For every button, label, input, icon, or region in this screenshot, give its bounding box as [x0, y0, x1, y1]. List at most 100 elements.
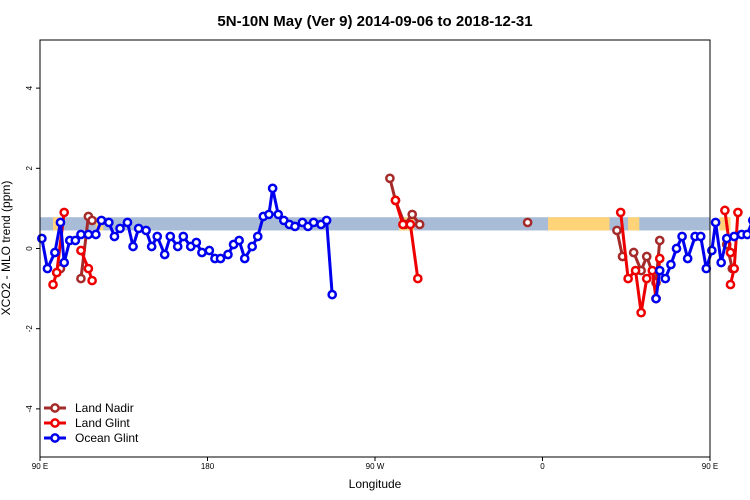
data-point	[239, 253, 250, 264]
data-point	[407, 209, 418, 220]
data-point	[59, 207, 70, 218]
data-point	[55, 217, 66, 228]
data-point	[710, 217, 721, 228]
data-point	[104, 217, 114, 228]
legend-item: Land Nadir	[44, 401, 134, 415]
data-point	[87, 215, 97, 226]
legend-label: Land Glint	[75, 416, 130, 430]
data-point	[720, 205, 730, 216]
x-tick-label: 90 E	[702, 462, 718, 471]
data-point	[729, 231, 740, 242]
data-point	[628, 247, 639, 258]
data-point	[290, 221, 300, 232]
data-point	[37, 233, 47, 244]
data-point	[178, 231, 189, 242]
y-tick-label: -2	[25, 325, 34, 333]
data-point	[76, 229, 86, 240]
data-point	[42, 263, 53, 274]
data-point	[141, 225, 151, 236]
legend-item: Land Glint	[44, 416, 130, 430]
series-layer	[37, 173, 750, 318]
data-point	[414, 219, 425, 230]
data-point	[83, 263, 94, 274]
data-point	[654, 235, 665, 246]
data-point	[87, 275, 97, 286]
reference-band	[40, 217, 731, 231]
data-point	[641, 273, 652, 284]
data-point	[96, 215, 107, 226]
data-point	[115, 223, 125, 234]
legend-item: Ocean Glint	[44, 431, 139, 445]
series-land-glint	[48, 195, 743, 318]
data-point	[721, 233, 732, 244]
data-point	[729, 263, 740, 274]
data-point	[50, 247, 60, 258]
data-point	[701, 263, 712, 274]
data-point	[647, 265, 658, 276]
x-tick-label: 90 W	[366, 462, 385, 471]
data-point	[247, 241, 258, 252]
chart-title: 5N-10N May (Ver 9) 2014-09-06 to 2018-12…	[217, 13, 532, 30]
legend-label: Ocean Glint	[75, 431, 139, 445]
data-point	[264, 209, 274, 220]
data-point	[83, 229, 94, 240]
data-point	[172, 241, 183, 252]
data-point	[398, 219, 408, 230]
data-point	[51, 267, 62, 278]
y-axis-label: XCO2 - MLO trend (ppm)	[0, 181, 13, 316]
data-point	[191, 237, 202, 248]
y-tick-label: 2	[25, 166, 34, 171]
legend-marker	[50, 403, 60, 413]
y-tick-label: -4	[25, 405, 34, 413]
data-point	[273, 209, 284, 220]
data-point	[215, 253, 226, 264]
legend-marker	[50, 418, 60, 428]
data-point	[90, 229, 101, 240]
data-point	[671, 243, 682, 254]
data-point	[204, 245, 215, 256]
band-base	[40, 217, 710, 231]
data-point	[707, 245, 717, 256]
data-point	[725, 247, 736, 258]
data-point	[654, 253, 665, 264]
data-point	[654, 265, 665, 276]
data-point	[405, 219, 416, 230]
data-point	[234, 235, 244, 246]
data-point	[308, 217, 319, 228]
data-point	[385, 173, 395, 184]
data-point	[615, 207, 626, 218]
data-point	[412, 273, 423, 284]
data-point	[630, 265, 641, 276]
legend-label: Land Nadir	[75, 401, 134, 415]
data-point	[267, 183, 278, 194]
data-point	[623, 273, 633, 284]
x-tick-label: 180	[201, 462, 215, 471]
data-point	[327, 289, 338, 300]
data-point	[682, 253, 693, 264]
data-point	[666, 259, 676, 270]
x-tick-label: 0	[540, 462, 545, 471]
data-point	[742, 229, 750, 240]
data-point	[390, 195, 401, 206]
band-highlight-4	[628, 217, 640, 231]
data-point	[252, 231, 263, 242]
series-ocean-glint	[37, 183, 750, 304]
data-point	[612, 225, 622, 236]
data-point	[695, 231, 706, 242]
data-point	[122, 217, 133, 228]
plot-frame	[39, 39, 711, 458]
band-highlight-5	[719, 217, 731, 231]
data-point	[70, 235, 81, 246]
data-point	[109, 231, 120, 242]
data-point	[48, 279, 58, 290]
data-point	[76, 273, 86, 284]
y-axis: -4 -2 0 2 4	[25, 85, 40, 412]
data-point	[59, 257, 70, 268]
band-highlight-3	[548, 217, 610, 231]
y-tick-label: 4	[25, 85, 34, 90]
data-point	[716, 257, 727, 268]
data-point	[651, 293, 661, 304]
data-point	[159, 249, 170, 260]
